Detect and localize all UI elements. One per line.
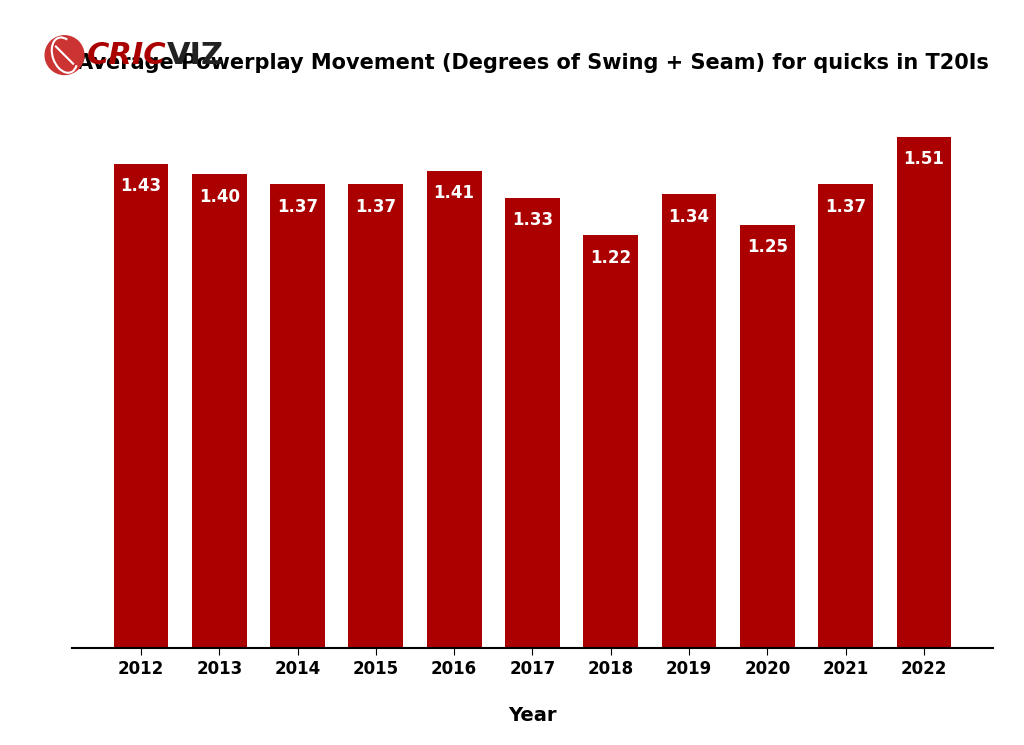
Bar bbox=[114, 164, 168, 648]
Circle shape bbox=[45, 36, 84, 74]
Text: 1.33: 1.33 bbox=[512, 212, 553, 229]
Text: 1.37: 1.37 bbox=[825, 197, 866, 216]
Bar bbox=[505, 197, 560, 648]
Text: 1.37: 1.37 bbox=[355, 197, 396, 216]
Bar bbox=[897, 137, 951, 648]
Text: 1.22: 1.22 bbox=[590, 249, 632, 267]
Text: 1.37: 1.37 bbox=[278, 197, 318, 216]
Title: Average Powerplay Movement (Degrees of Swing + Seam) for quicks in T20Is: Average Powerplay Movement (Degrees of S… bbox=[77, 53, 988, 72]
X-axis label: Year: Year bbox=[508, 706, 557, 725]
Bar bbox=[270, 184, 325, 648]
Text: 1.25: 1.25 bbox=[746, 238, 787, 256]
Bar bbox=[584, 235, 638, 648]
Text: 1.51: 1.51 bbox=[903, 150, 944, 168]
Text: 1.40: 1.40 bbox=[199, 188, 240, 206]
Text: 1.43: 1.43 bbox=[121, 177, 162, 195]
Bar bbox=[191, 174, 247, 648]
Text: 1.34: 1.34 bbox=[669, 208, 710, 226]
Bar bbox=[348, 184, 403, 648]
Bar bbox=[740, 225, 795, 648]
Text: CRIC: CRIC bbox=[87, 42, 167, 70]
Bar bbox=[427, 171, 481, 648]
Bar bbox=[662, 194, 717, 648]
Text: 1.41: 1.41 bbox=[434, 184, 475, 202]
Bar bbox=[818, 184, 873, 648]
Text: VIZ: VIZ bbox=[167, 42, 224, 70]
